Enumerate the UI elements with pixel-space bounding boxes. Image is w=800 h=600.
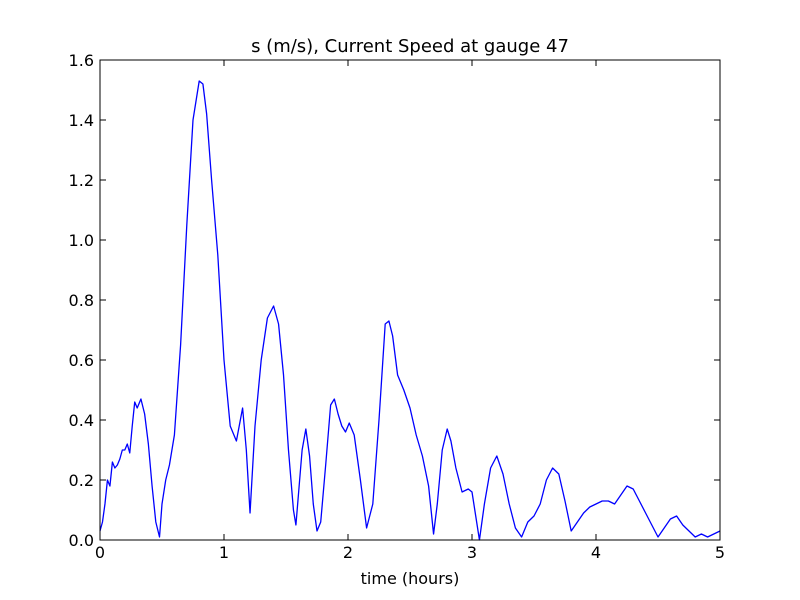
y-tick-label: 1.2 [69, 171, 94, 190]
x-tick-label: 3 [467, 543, 477, 562]
x-tick-label: 1 [219, 543, 229, 562]
y-tick-label: 1.0 [69, 231, 94, 250]
x-tick-label: 4 [591, 543, 601, 562]
x-tick-label: 2 [343, 543, 353, 562]
y-tick-label: 1.6 [69, 51, 94, 70]
x-tick-label: 5 [715, 543, 725, 562]
y-tick-label: 1.4 [69, 111, 94, 130]
chart-title: s (m/s), Current Speed at gauge 47 [251, 36, 569, 57]
x-tick-label: 0 [95, 543, 105, 562]
y-tick-label: 0.4 [69, 411, 94, 430]
x-axis-label: time (hours) [361, 569, 460, 588]
y-tick-label: 0.0 [69, 531, 94, 550]
y-tick-label: 0.8 [69, 291, 94, 310]
series-line-0 [99, 80, 721, 541]
y-tick-label: 0.6 [69, 351, 94, 370]
plot-area: 0 1 2 3 4 5 0.0 0.2 0.4 0.6 0.8 1.0 1.2 1.4 1.6 [69, 51, 726, 562]
y-tick-label: 0.2 [69, 471, 94, 490]
